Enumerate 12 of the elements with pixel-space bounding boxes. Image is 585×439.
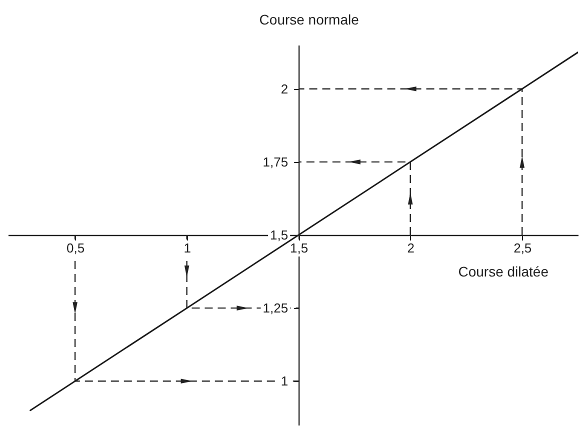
- y-tick-label: 1,75: [262, 154, 288, 170]
- y-axis-title: Course normale: [259, 12, 360, 28]
- x-tick-label: 1,5: [290, 240, 308, 256]
- y-tick-label: 1: [280, 374, 288, 389]
- x-axis-title: Course dilatée: [458, 264, 549, 280]
- y-tick-label: 1,5: [270, 228, 288, 242]
- y-tick-label: 1,25: [262, 300, 288, 316]
- x-tick-label: 0,5: [66, 240, 85, 256]
- x-tick-label: 1: [184, 240, 191, 256]
- x-tick-label: 2,5: [514, 240, 532, 256]
- y-tick-label: 2: [280, 81, 288, 96]
- x-tick-label: 2: [407, 240, 414, 256]
